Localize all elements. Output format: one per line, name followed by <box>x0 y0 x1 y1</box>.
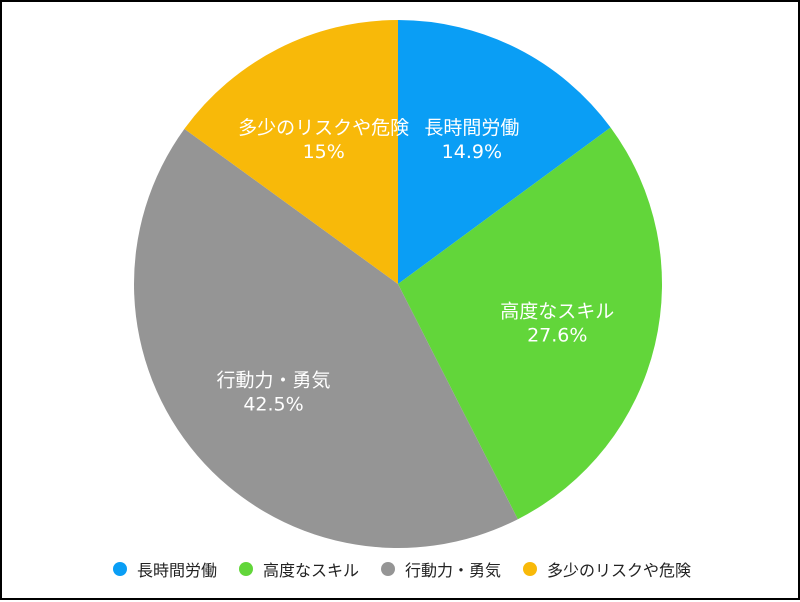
pie-slice-1 <box>398 127 662 520</box>
pie-slice-2 <box>133 128 518 548</box>
legend-item-2: 行動力・勇気 <box>381 557 501 581</box>
slice-value-label-1: 27.6% <box>527 325 587 347</box>
slice-value-label-2: 42.5% <box>243 393 303 415</box>
slice-value-label-3: 15% <box>303 141 345 163</box>
legend-item-0: 長時間労働 <box>112 557 217 581</box>
slice-category-label-2: 行動力・勇気 <box>217 369 331 391</box>
legend-label: 行動力・勇気 <box>405 561 502 580</box>
slice-value-label-0: 14.9% <box>442 141 502 163</box>
legend-dot-icon <box>381 562 395 576</box>
legend-dot-icon <box>112 562 127 576</box>
slice-category-label-3: 多少のリスクや危険 <box>238 117 409 139</box>
slice-category-label-0: 長時間労働 <box>424 117 519 139</box>
legend-dot-icon <box>523 562 538 576</box>
pie-slice-3 <box>184 20 398 284</box>
legend-label: 長時間労働 <box>136 561 217 580</box>
legend-item-1: 高度なスキル <box>238 557 359 581</box>
slice-category-label-1: 高度なスキル <box>500 301 614 323</box>
legend: 長時間労働 高度なスキル 行動力・勇気 多少のリスクや危険 <box>2 555 800 583</box>
legend-item-3: 多少のリスクや危険 <box>523 557 691 581</box>
pie-slice-0 <box>398 20 611 284</box>
legend-label: 高度なスキル <box>262 561 359 580</box>
legend-dot-icon <box>238 562 253 576</box>
legend-label: 多少のリスクや危険 <box>547 561 692 580</box>
